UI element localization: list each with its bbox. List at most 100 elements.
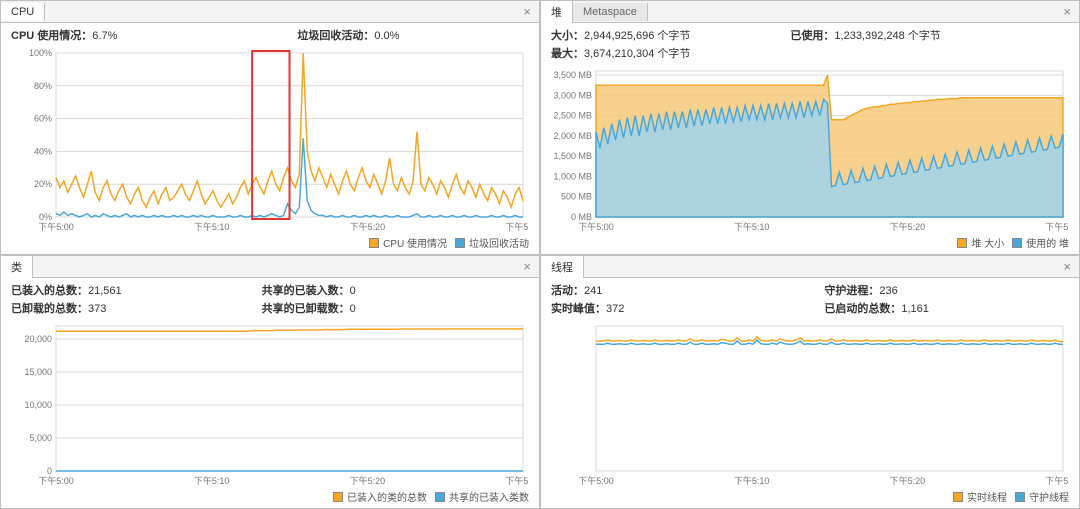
classes-stats: 已装入的总数：21,561 已卸载的总数：373 共享的已装入数：0 共享的已卸… — [1, 278, 539, 318]
cpu-header: CPU × — [1, 1, 539, 23]
heap-max-label: 最大： — [551, 48, 584, 60]
svg-text:100%: 100% — [29, 49, 52, 58]
shared-loaded-label: 共享的已装入数： — [262, 285, 350, 297]
unloaded-total-value: 373 — [88, 303, 106, 315]
threads-started-value: 1,161 — [901, 303, 929, 315]
threads-legend: 实时线程 守护线程 — [541, 487, 1079, 508]
heap-size-label: 大小： — [551, 30, 584, 42]
svg-text:20,000: 20,000 — [24, 334, 52, 344]
heap-used-value: 1,233,392,248 个字节 — [834, 30, 940, 42]
threads-panel: 线程 × 活动：241 实时峰值：372 守护进程：236 已启动的总数：1,1… — [540, 255, 1080, 509]
cpu-stats: CPU 使用情况：6.7% 垃圾回收活动：0.0% — [1, 23, 539, 45]
svg-text:1,500 MB: 1,500 MB — [553, 151, 592, 161]
cpu-usage-label: CPU 使用情况： — [11, 30, 92, 42]
classes-legend2: 共享的已装入类数 — [449, 489, 529, 504]
classes-legend1: 已装入的类的总数 — [347, 489, 427, 504]
shared-loaded-value: 0 — [350, 285, 356, 297]
classes-panel: 类 × 已装入的总数：21,561 已卸载的总数：373 共享的已装入数：0 共… — [0, 255, 540, 509]
svg-text:下午5:10: 下午5:10 — [194, 475, 230, 486]
threads-daemon-label: 守护进程： — [824, 285, 879, 297]
svg-text:下午5:00: 下午5:00 — [38, 221, 74, 232]
cpu-legend: CPU 使用情况 垃圾回收活动 — [1, 233, 539, 254]
threads-tab[interactable]: 线程 — [541, 256, 584, 278]
threads-chart: 下午5:00 下午5:10 下午5:20 下午5:30 — [541, 318, 1079, 487]
threads-peak-label: 实时峰值： — [551, 303, 606, 315]
shared-unloaded-value: 0 — [350, 303, 356, 315]
classes-tab[interactable]: 类 — [1, 256, 33, 278]
cpu-chart: 0% 20% 40% 60% 80% 100% 下午5:00 下午5:10 下午5:20 下午5:… — [1, 45, 539, 233]
legend-swatch-blue — [455, 238, 465, 248]
legend-swatch-orange — [333, 492, 343, 502]
threads-started-label: 已启动的总数： — [824, 303, 901, 315]
gc-activity-label: 垃圾回收活动： — [297, 30, 374, 42]
legend-swatch-blue — [1012, 238, 1022, 248]
svg-text:下午5:00: 下午5:00 — [38, 475, 74, 486]
svg-text:1,000 MB: 1,000 MB — [553, 171, 592, 181]
close-icon[interactable]: × — [1055, 4, 1079, 19]
svg-text:3,500 MB: 3,500 MB — [553, 70, 592, 80]
cpu-usage-value: 6.7% — [92, 30, 117, 42]
svg-text:下午5:10: 下午5:10 — [734, 475, 770, 486]
loaded-total-value: 21,561 — [88, 285, 122, 297]
svg-text:下午5:10: 下午5:10 — [194, 221, 230, 232]
svg-text:下午5:00: 下午5:00 — [578, 221, 614, 232]
svg-text:2,500 MB: 2,500 MB — [553, 111, 592, 121]
threads-live-value: 241 — [584, 285, 602, 297]
svg-text:下午5:20: 下午5:20 — [890, 475, 926, 486]
svg-text:下午5:20: 下午5:20 — [890, 221, 926, 232]
svg-text:下午5:30: 下午5:30 — [1045, 475, 1069, 486]
cpu-legend2: 垃圾回收活动 — [469, 235, 529, 250]
legend-swatch-blue — [1015, 492, 1025, 502]
classes-legend: 已装入的类的总数 共享的已装入类数 — [1, 487, 539, 508]
svg-text:15,000: 15,000 — [24, 367, 52, 377]
svg-text:60%: 60% — [34, 114, 52, 124]
svg-text:下午5:10: 下午5:10 — [734, 221, 770, 232]
legend-swatch-orange — [369, 238, 379, 248]
heap-legend: 堆 大小 使用的 堆 — [541, 233, 1079, 254]
svg-text:0%: 0% — [39, 212, 52, 222]
cpu-tab[interactable]: CPU — [1, 3, 45, 21]
close-icon[interactable]: × — [515, 259, 539, 274]
svg-text:下午5:20: 下午5:20 — [350, 475, 386, 486]
legend-swatch-blue — [435, 492, 445, 502]
heap-tab[interactable]: 堆 — [541, 1, 573, 23]
threads-daemon-value: 236 — [879, 285, 897, 297]
heap-stats: 大小：2,944,925,696 个字节 最大：3,674,210,304 个字… — [541, 23, 1079, 63]
heap-legend1: 堆 大小 — [971, 235, 1004, 250]
svg-text:0 MB: 0 MB — [571, 212, 592, 222]
threads-live-label: 活动： — [551, 285, 584, 297]
svg-text:40%: 40% — [34, 146, 52, 156]
close-icon[interactable]: × — [515, 4, 539, 19]
svg-text:下午5:20: 下午5:20 — [350, 221, 386, 232]
svg-text:20%: 20% — [34, 179, 52, 189]
svg-text:2,000 MB: 2,000 MB — [553, 131, 592, 141]
cpu-legend1: CPU 使用情况 — [383, 235, 447, 250]
shared-unloaded-label: 共享的已卸载数： — [262, 303, 350, 315]
classes-chart: 0 5,000 10,000 15,000 20,000 下午5:00 下午5:10 下午5:… — [1, 318, 539, 487]
threads-legend1: 实时线程 — [967, 489, 1007, 504]
svg-text:下午5:30: 下午5:30 — [505, 475, 529, 486]
svg-text:5,000: 5,000 — [29, 433, 52, 443]
heap-chart: 0 MB 500 MB 1,000 MB 1,500 MB 2,000 MB 2,500 … — [541, 63, 1079, 233]
heap-header: 堆 Metaspace × — [541, 1, 1079, 23]
close-icon[interactable]: × — [1055, 259, 1079, 274]
svg-text:3,000 MB: 3,000 MB — [553, 90, 592, 100]
heap-used-label: 已使用： — [790, 30, 834, 42]
heap-size-value: 2,944,925,696 个字节 — [584, 30, 690, 42]
threads-stats: 活动：241 实时峰值：372 守护进程：236 已启动的总数：1,161 — [541, 278, 1079, 318]
gc-activity-value: 0.0% — [374, 30, 399, 42]
heap-panel: 堆 Metaspace × 大小：2,944,925,696 个字节 最大：3,… — [540, 0, 1080, 255]
svg-text:80%: 80% — [34, 81, 52, 91]
svg-text:下午5:00: 下午5:00 — [578, 475, 614, 486]
classes-header: 类 × — [1, 256, 539, 278]
metaspace-tab[interactable]: Metaspace — [573, 3, 648, 21]
svg-text:10,000: 10,000 — [24, 400, 52, 410]
svg-text:0: 0 — [47, 466, 52, 476]
unloaded-total-label: 已卸载的总数： — [11, 303, 88, 315]
threads-peak-value: 372 — [606, 303, 624, 315]
svg-text:500 MB: 500 MB — [561, 192, 592, 202]
cpu-panel: CPU × CPU 使用情况：6.7% 垃圾回收活动：0.0% 0% 20% 40%… — [0, 0, 540, 255]
legend-swatch-orange — [953, 492, 963, 502]
threads-legend2: 守护线程 — [1029, 489, 1069, 504]
svg-text:下午5:30: 下午5:30 — [505, 221, 529, 232]
